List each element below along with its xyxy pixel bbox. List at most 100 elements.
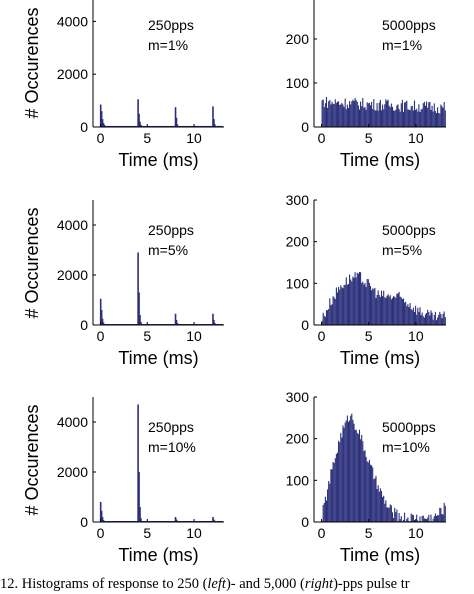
bar [413, 520, 416, 522]
bar [399, 296, 401, 325]
figure-caption: 12. Histograms of response to 250 (left)… [0, 574, 474, 594]
bar [349, 274, 351, 325]
bar [176, 520, 179, 522]
bar [386, 101, 388, 127]
y-tick-label: 0 [301, 119, 309, 135]
bar [395, 512, 397, 522]
bar [428, 311, 430, 325]
bar [428, 514, 430, 522]
bar [379, 99, 381, 127]
bar [387, 99, 389, 127]
y-tick-label: 0 [80, 119, 88, 135]
bar [412, 110, 414, 127]
bar [419, 112, 421, 127]
bar [395, 109, 397, 127]
bar [388, 507, 390, 522]
bar [376, 488, 378, 522]
bar [434, 311, 436, 325]
bar [358, 271, 361, 325]
bar [335, 102, 337, 127]
bar [347, 284, 350, 325]
bar [321, 100, 323, 127]
bar [402, 298, 405, 325]
bar [410, 309, 412, 325]
bar [327, 310, 329, 325]
bar [176, 124, 179, 127]
y-tick-label: 100 [286, 275, 310, 291]
bar [434, 513, 436, 522]
x-tick-label: 10 [186, 525, 202, 541]
bar [439, 507, 441, 522]
bar [102, 520, 105, 522]
bar [350, 415, 352, 522]
bar [328, 101, 330, 127]
bar [213, 519, 215, 522]
bar [433, 314, 435, 325]
bar [421, 515, 423, 522]
bar [364, 450, 366, 522]
bar [353, 423, 355, 522]
bar [396, 293, 398, 325]
x-tick-label: 0 [318, 130, 326, 146]
y-tick-label: 100 [286, 472, 310, 488]
bar [401, 299, 403, 325]
panel-annotation: m=1% [148, 37, 188, 53]
bar [100, 310, 103, 325]
bar [440, 314, 442, 325]
bar [424, 105, 427, 127]
bar [380, 110, 383, 127]
y-tick-label: 4000 [57, 217, 88, 233]
bar [409, 110, 411, 127]
bar [364, 107, 366, 127]
bar [322, 312, 324, 325]
bar [355, 429, 357, 522]
bar [139, 315, 141, 325]
bar [380, 490, 383, 522]
bar [329, 483, 331, 522]
bar [345, 420, 347, 522]
bar [404, 302, 406, 325]
bar [384, 104, 386, 127]
bar [427, 517, 429, 522]
x-tick-label: 5 [143, 525, 151, 541]
bar [99, 104, 102, 127]
bar [102, 123, 105, 127]
y-tick-label: 300 [286, 0, 310, 3]
bar [101, 119, 104, 127]
bar [332, 103, 334, 127]
bar [389, 107, 391, 127]
bar [340, 432, 342, 522]
bar [358, 429, 361, 522]
bar [388, 296, 390, 325]
x-tick-label: 0 [318, 328, 326, 344]
bar [333, 463, 335, 522]
bar [366, 279, 368, 325]
bar [384, 503, 386, 522]
x-axis-label: Time (ms) [340, 348, 420, 368]
bar [438, 314, 440, 325]
bar [438, 112, 440, 127]
bar [325, 310, 328, 325]
y-tick-label: 2000 [57, 267, 88, 283]
bar [404, 102, 406, 127]
bar [365, 109, 367, 127]
chart-panel-row3-left: 0 2000 4000 0 5 10 Time (ms) # Occurences 250pps… [22, 397, 224, 565]
bar [423, 518, 425, 522]
bar [418, 311, 420, 325]
bar [138, 113, 140, 127]
panel-annotation: m=10% [382, 439, 430, 455]
bar [343, 107, 345, 127]
bar [402, 519, 405, 522]
x-tick-label: 10 [408, 525, 424, 541]
bars [99, 252, 223, 325]
y-tick-label: 0 [80, 514, 88, 530]
bar [420, 315, 422, 325]
bar [352, 419, 354, 522]
bar [421, 108, 423, 127]
bar [361, 434, 363, 522]
y-axis-label: # Occurences [22, 207, 42, 318]
bar [394, 507, 396, 522]
bar [402, 111, 405, 127]
bar [393, 517, 395, 522]
bar [369, 464, 372, 522]
